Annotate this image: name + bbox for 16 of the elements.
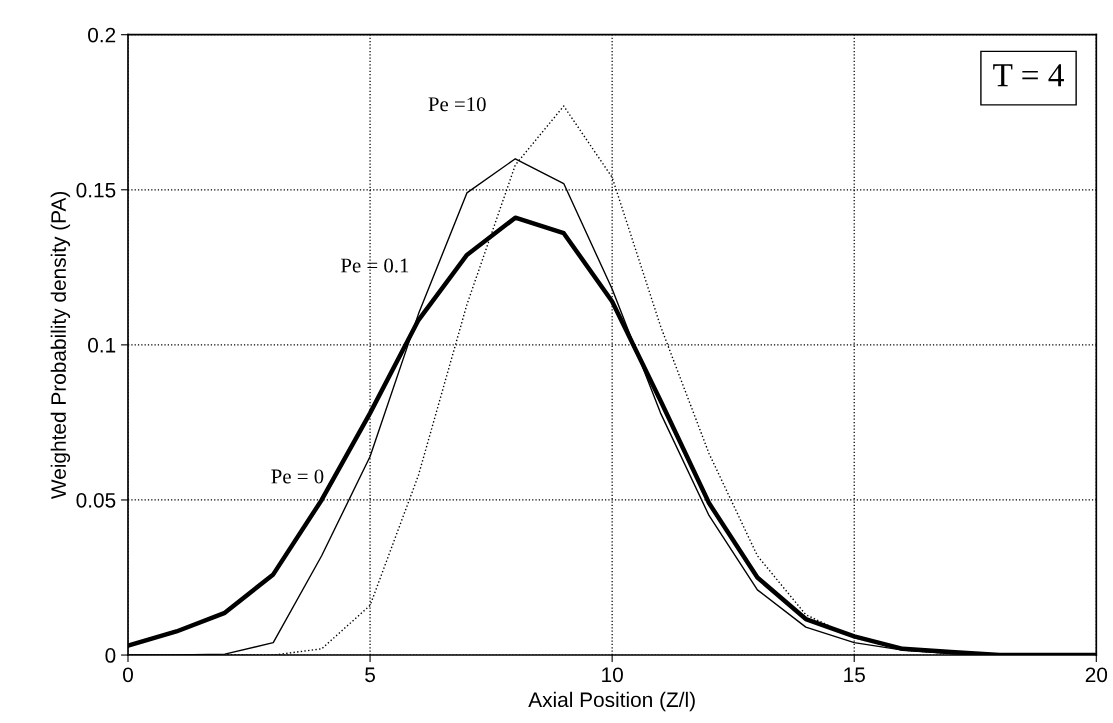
y-tick-label: 0 [105,648,116,663]
x-tick-label: 0 [123,667,133,683]
x-tick-label: 15 [844,667,865,683]
series-label: Pe = 0.1 [340,258,409,273]
y-tick-label: 0.15 [76,182,116,198]
series-label: Pe = 0 [271,469,324,484]
text: Pe =10 [428,97,486,112]
y-axis-title: Weighted Probability density (PA) [50,191,71,499]
x-tick-label: 5 [365,667,375,683]
y-tick-label: 0.1 [88,337,116,353]
y-tick-label: 0.2 [88,27,116,43]
x-axis-title: Axial Position (Z/l) [528,691,695,712]
y-tick-label: 0.05 [76,492,116,508]
x-tick-label: 10 [602,667,623,683]
annotation: T = 4 [993,64,1064,87]
x-tick-label: 20 [1085,667,1108,683]
